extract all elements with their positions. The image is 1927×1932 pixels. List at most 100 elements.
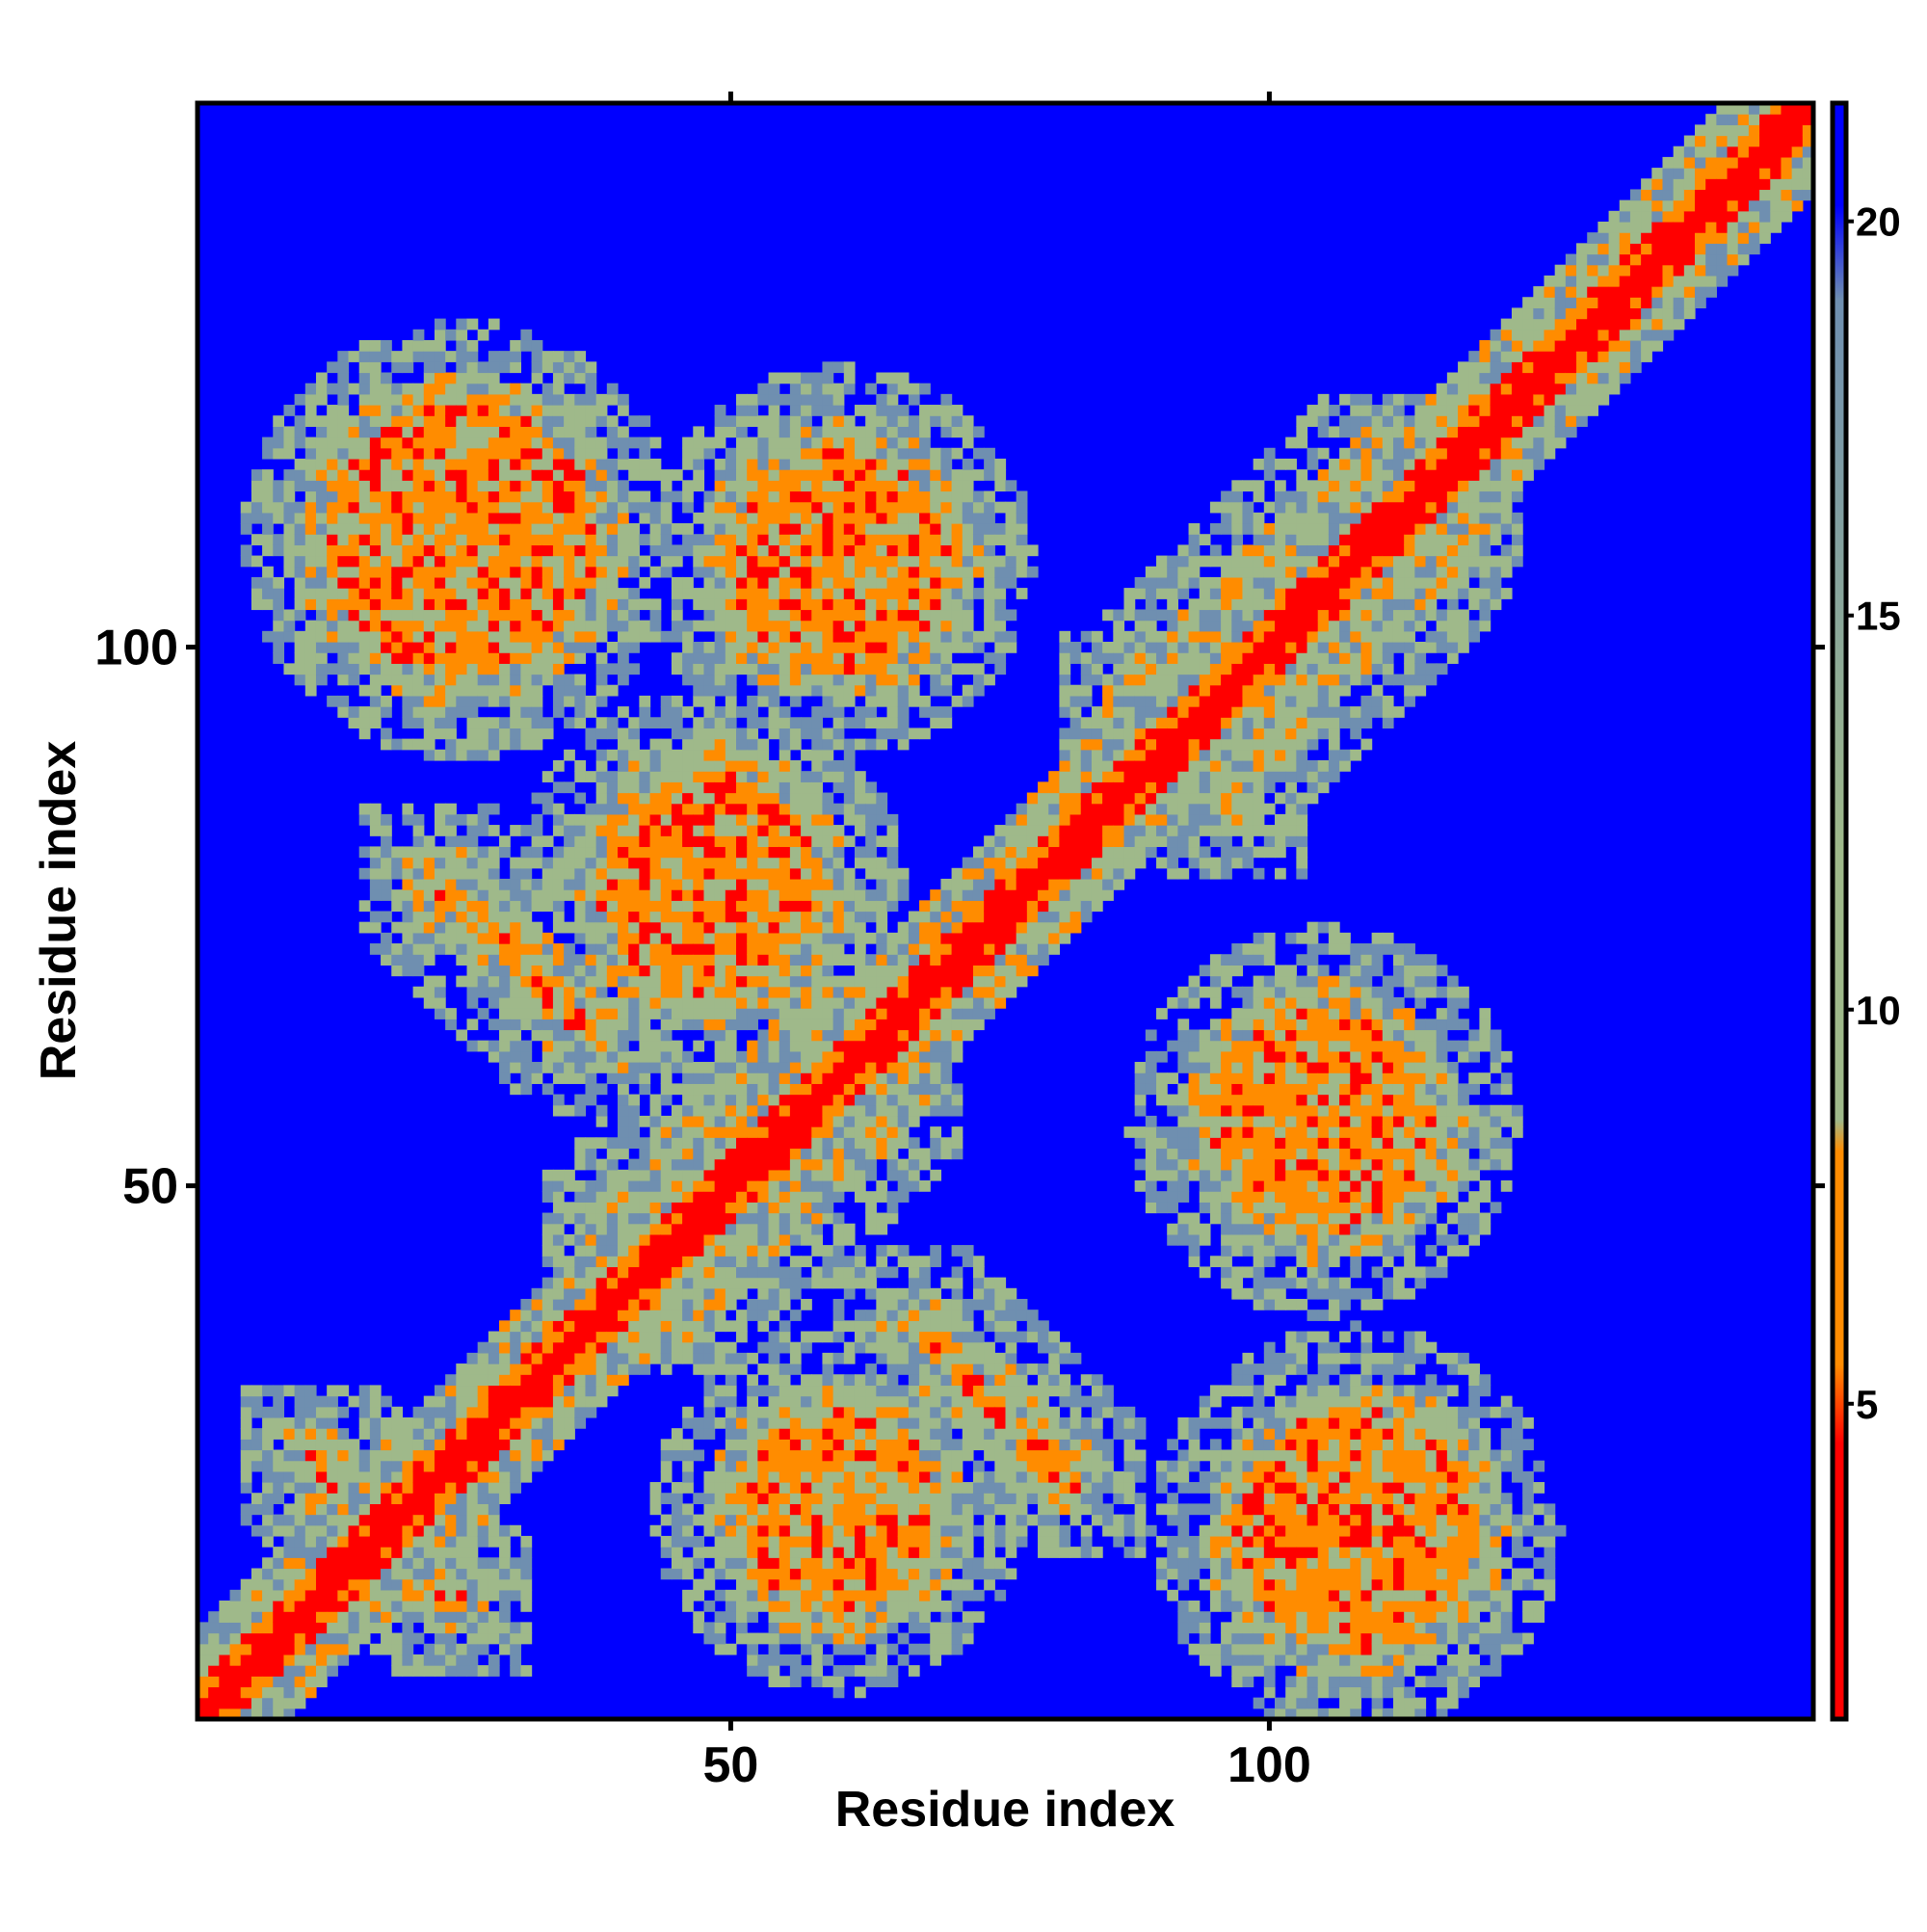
heatmap-cell bbox=[315, 598, 328, 611]
heatmap-cell bbox=[510, 351, 521, 362]
heatmap-cell bbox=[801, 405, 812, 416]
heatmap-cell bbox=[822, 1212, 834, 1225]
heatmap-cell bbox=[240, 1460, 252, 1472]
heatmap-cell bbox=[606, 426, 619, 438]
heatmap-cell bbox=[552, 900, 565, 913]
heatmap-cell bbox=[865, 1019, 877, 1031]
heatmap-cell bbox=[391, 921, 404, 934]
heatmap-cell bbox=[779, 1547, 791, 1558]
heatmap-cell bbox=[736, 1428, 748, 1440]
heatmap-cell bbox=[283, 630, 296, 643]
heatmap-cell bbox=[801, 609, 812, 622]
heatmap-cell bbox=[768, 372, 780, 384]
heatmap-cell bbox=[510, 911, 521, 923]
heatmap-cell bbox=[369, 415, 382, 427]
heatmap-cell bbox=[628, 458, 640, 470]
heatmap-cell bbox=[520, 501, 533, 514]
heatmap-cell bbox=[843, 717, 856, 729]
heatmap-cell bbox=[779, 469, 791, 481]
heatmap-cell bbox=[552, 1050, 565, 1063]
heatmap-cell bbox=[736, 1158, 748, 1171]
heatmap-cell bbox=[714, 684, 726, 697]
heatmap-cell bbox=[854, 609, 866, 622]
heatmap-cell bbox=[445, 846, 457, 859]
heatmap-cell bbox=[240, 1643, 252, 1655]
heatmap-cell bbox=[499, 523, 511, 535]
heatmap-cell bbox=[736, 1460, 748, 1472]
heatmap-cell bbox=[531, 652, 543, 664]
heatmap-cell bbox=[531, 501, 543, 514]
heatmap-cell bbox=[412, 426, 425, 438]
heatmap-cell bbox=[801, 1632, 812, 1645]
heatmap-cell bbox=[466, 1665, 479, 1677]
heatmap-cell bbox=[779, 1374, 791, 1387]
heatmap-cell bbox=[725, 965, 737, 977]
heatmap-cell bbox=[510, 954, 521, 966]
heatmap-cell bbox=[671, 857, 683, 869]
heatmap-cell bbox=[402, 1611, 414, 1623]
heatmap-cell bbox=[434, 415, 446, 427]
heatmap-cell bbox=[747, 1460, 758, 1472]
heatmap-cell bbox=[564, 1202, 575, 1214]
heatmap-cell bbox=[757, 534, 770, 545]
heatmap-cell bbox=[531, 458, 543, 470]
heatmap-cell bbox=[876, 1535, 888, 1548]
heatmap-cell bbox=[585, 415, 597, 427]
heatmap-cell bbox=[725, 1202, 737, 1214]
heatmap-cell bbox=[693, 588, 705, 599]
heatmap-cell bbox=[865, 1665, 877, 1677]
heatmap-cell bbox=[456, 1029, 468, 1042]
heatmap-cell bbox=[843, 749, 856, 761]
heatmap-cell bbox=[412, 867, 425, 880]
heatmap-cell bbox=[736, 1622, 748, 1634]
heatmap-cell bbox=[693, 1493, 705, 1504]
heatmap-cell bbox=[660, 1256, 673, 1268]
heatmap-cell bbox=[628, 813, 640, 826]
heatmap-cell bbox=[843, 1395, 856, 1408]
heatmap-cell bbox=[541, 878, 554, 890]
heatmap-cell bbox=[564, 351, 575, 362]
heatmap-cell bbox=[639, 447, 651, 460]
heatmap-cell bbox=[391, 663, 404, 675]
heatmap-cell bbox=[488, 857, 500, 869]
heatmap-cell bbox=[639, 1363, 651, 1375]
heatmap-cell bbox=[757, 1578, 770, 1591]
heatmap-cell bbox=[552, 1040, 565, 1052]
heatmap-cell bbox=[865, 1223, 877, 1235]
heatmap-cell bbox=[574, 975, 587, 988]
heatmap-cell bbox=[358, 1493, 371, 1504]
heatmap-cell bbox=[660, 630, 673, 643]
heatmap-cell bbox=[564, 534, 575, 545]
heatmap-cell bbox=[768, 1050, 780, 1063]
heatmap-cell bbox=[595, 1158, 608, 1171]
heatmap-cell bbox=[541, 954, 554, 966]
heatmap-cell bbox=[456, 749, 468, 761]
heatmap-cell bbox=[757, 771, 770, 782]
heatmap-cell bbox=[854, 1148, 866, 1160]
heatmap-cell bbox=[671, 1040, 683, 1052]
heatmap-cell bbox=[832, 1416, 845, 1429]
heatmap-cell bbox=[854, 1524, 866, 1537]
heatmap-cell bbox=[208, 1654, 220, 1666]
heatmap-cell bbox=[606, 642, 619, 653]
heatmap-cell bbox=[595, 1019, 608, 1031]
heatmap-cell bbox=[595, 943, 608, 955]
heatmap-cell bbox=[854, 1072, 866, 1084]
heatmap-cell bbox=[725, 738, 737, 751]
heatmap-cell bbox=[510, 620, 521, 632]
heatmap-cell bbox=[552, 426, 565, 438]
heatmap-cell bbox=[736, 1148, 748, 1160]
heatmap-cell bbox=[488, 738, 500, 751]
heatmap-cell bbox=[456, 1395, 468, 1408]
heatmap-cell bbox=[854, 1622, 866, 1634]
heatmap-cell bbox=[789, 1223, 802, 1235]
heatmap-cell bbox=[693, 728, 705, 740]
heatmap-cell bbox=[262, 1385, 274, 1397]
heatmap-cell bbox=[541, 351, 554, 362]
heatmap-cell bbox=[423, 1439, 436, 1451]
heatmap-cell bbox=[757, 1094, 770, 1106]
heatmap-cell bbox=[456, 523, 468, 535]
heatmap-cell bbox=[725, 512, 737, 524]
heatmap-cell bbox=[747, 975, 758, 988]
heatmap-cell bbox=[832, 975, 845, 988]
